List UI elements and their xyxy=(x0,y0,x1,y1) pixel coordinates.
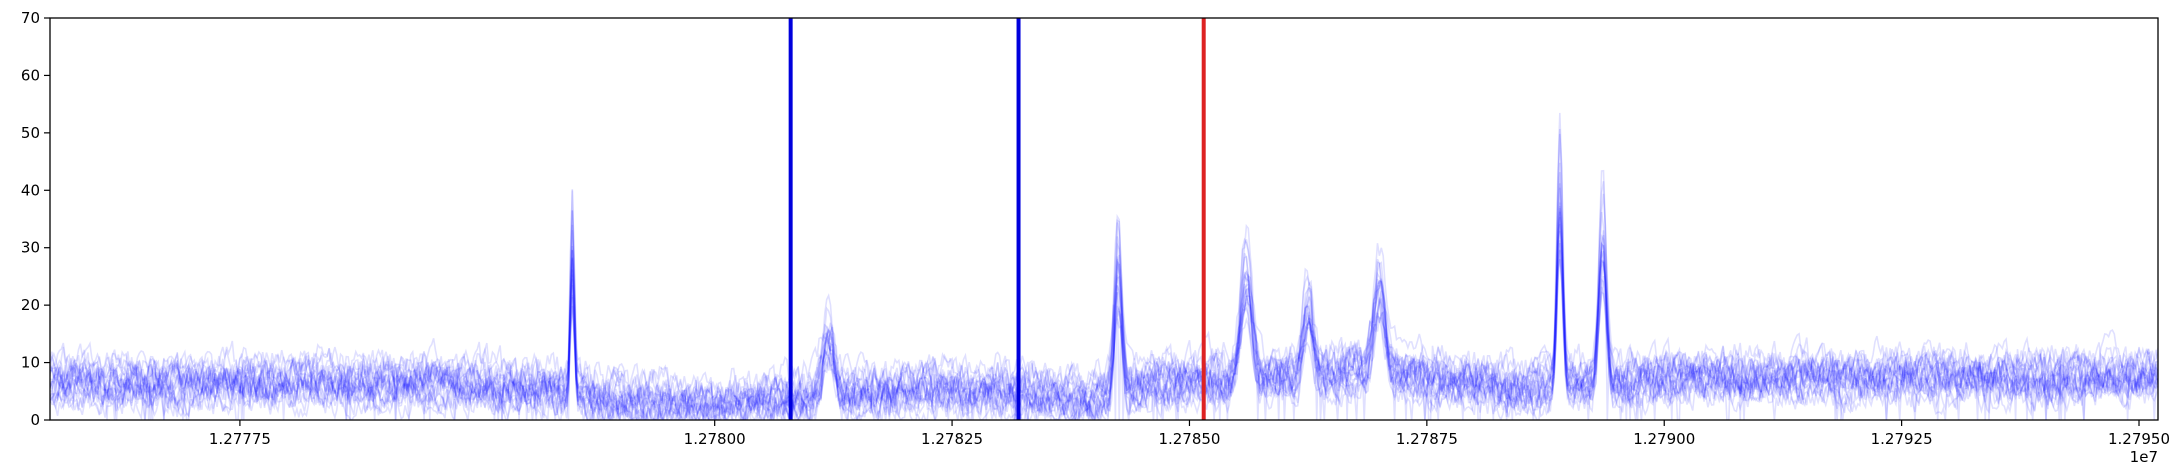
series-line xyxy=(50,112,2158,420)
series-line xyxy=(50,162,2158,420)
series-line xyxy=(50,217,2158,420)
x-tick-label: 1.27850 xyxy=(1158,430,1220,448)
series-line xyxy=(50,259,2158,420)
series-layer xyxy=(50,112,2158,420)
series-line xyxy=(50,183,2158,420)
series-line xyxy=(50,211,2158,420)
x-axis: 1.27775 1.27800 1.27825 1.27850 1.27875 1.279… xyxy=(209,420,2170,448)
series-line xyxy=(50,242,2158,420)
y-tick-label: 40 xyxy=(21,181,40,199)
x-offset-label: 1e7 xyxy=(2130,448,2158,466)
plot-frame xyxy=(49,17,2159,421)
series-line xyxy=(50,128,2158,420)
series-line xyxy=(50,187,2158,420)
x-tick-label: 1.27900 xyxy=(1633,430,1695,448)
series-line xyxy=(50,230,2158,420)
y-tick-label: 60 xyxy=(21,66,40,84)
vertical-markers xyxy=(788,18,1206,420)
series-line xyxy=(50,249,2158,420)
series-line xyxy=(50,223,2158,420)
y-tick-label: 0 xyxy=(30,411,40,429)
series-line xyxy=(50,202,2158,420)
x-tick-label: 1.27950 xyxy=(2108,430,2170,448)
y-tick-label: 70 xyxy=(21,9,40,27)
x-tick-label: 1.27875 xyxy=(1396,430,1458,448)
series-line xyxy=(50,208,2158,420)
x-tick-label: 1.27825 xyxy=(921,430,983,448)
series-line xyxy=(50,250,2158,420)
y-tick-label: 10 xyxy=(21,354,40,372)
x-tick-label: 1.27925 xyxy=(1871,430,1933,448)
series-line xyxy=(50,206,2158,420)
series-line xyxy=(50,240,2158,420)
y-tick-label: 50 xyxy=(21,124,40,142)
x-tick-label: 1.27800 xyxy=(684,430,746,448)
y-tick-label: 20 xyxy=(21,296,40,314)
x-tick-label: 1.27775 xyxy=(209,430,271,448)
series-line xyxy=(50,172,2158,420)
y-axis: 0 10 20 30 40 50 60 70 xyxy=(21,9,50,429)
series-line xyxy=(50,133,2158,420)
series-line xyxy=(50,210,2158,420)
y-tick-label: 30 xyxy=(21,239,40,257)
